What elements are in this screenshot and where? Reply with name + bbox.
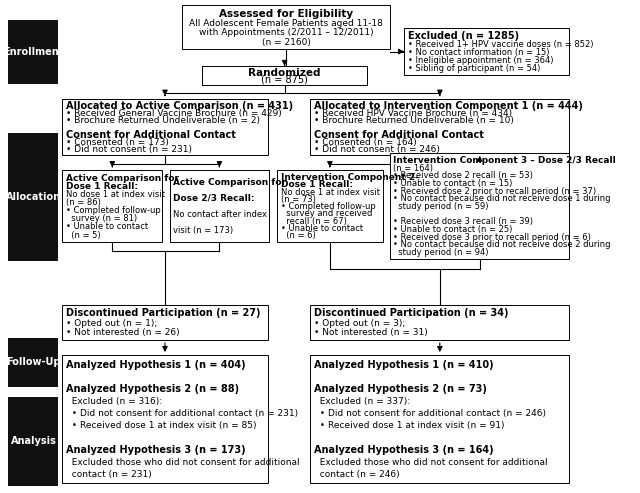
Text: survey and received: survey and received (280, 210, 372, 218)
Bar (310, 99, 570, 155)
Text: Analyzed Hypothesis 1 (n = 410): Analyzed Hypothesis 1 (n = 410) (314, 360, 493, 370)
Text: • No contact information (n = 15): • No contact information (n = 15) (408, 48, 549, 57)
Text: • Unable to contact: • Unable to contact (66, 222, 148, 231)
Bar (310, 355, 570, 483)
Text: contact (n = 246): contact (n = 246) (314, 470, 399, 479)
Text: visit (n = 173): visit (n = 173) (173, 226, 233, 236)
Text: Consent for Additional Contact: Consent for Additional Contact (66, 130, 236, 140)
Text: (n = 73): (n = 73) (280, 195, 316, 204)
Bar (8, 338, 58, 387)
Text: Analyzed Hypothesis 2 (n = 88): Analyzed Hypothesis 2 (n = 88) (66, 385, 239, 394)
Text: Excluded (n = 1285): Excluded (n = 1285) (408, 31, 519, 41)
Text: Enrollment: Enrollment (3, 47, 63, 57)
Text: • Not interested (n = 31): • Not interested (n = 31) (314, 328, 428, 337)
Text: • Received 1+ HPV vaccine doses (n = 852): • Received 1+ HPV vaccine doses (n = 852… (408, 39, 593, 49)
Text: (n = 6): (n = 6) (280, 231, 316, 240)
Text: • Did not consent (n = 246): • Did not consent (n = 246) (314, 145, 440, 154)
Text: • Received HPV Vaccine Brochure (n = 434): • Received HPV Vaccine Brochure (n = 434… (314, 109, 512, 118)
Text: No contact after index: No contact after index (173, 210, 267, 219)
Text: study period (n = 94): study period (n = 94) (394, 248, 489, 257)
Text: Excluded (n = 316):: Excluded (n = 316): (66, 397, 162, 406)
Text: Excluded those who did not consent for additional: Excluded those who did not consent for a… (66, 458, 300, 467)
Text: Excluded (n = 337):: Excluded (n = 337): (314, 397, 410, 406)
Text: • Consented (n = 173): • Consented (n = 173) (66, 138, 169, 146)
Text: Active Comparison for: Active Comparison for (66, 174, 179, 182)
Bar (8, 20, 58, 84)
Text: • No contact because did not receive dose 1 during: • No contact because did not receive dos… (394, 194, 611, 204)
Text: • Sibling of participant (n = 54): • Sibling of participant (n = 54) (408, 64, 540, 73)
Text: (n = 2160): (n = 2160) (262, 37, 310, 47)
Text: • Did not consent (n = 231): • Did not consent (n = 231) (66, 145, 192, 154)
Bar (63, 170, 162, 242)
Bar (8, 133, 58, 261)
Text: Active Comparison for: Active Comparison for (173, 177, 286, 187)
Text: • No contact because did not receive dose 2 during: • No contact because did not receive dos… (394, 241, 611, 249)
Text: • Ineligible appointment (n = 364): • Ineligible appointment (n = 364) (408, 56, 553, 65)
Text: • Did not consent for additional contact (n = 231): • Did not consent for additional contact… (66, 409, 298, 418)
Bar (63, 305, 268, 340)
Text: Dose 1 Recall:: Dose 1 Recall: (66, 182, 138, 191)
Text: Discontinued Participation (n = 34): Discontinued Participation (n = 34) (314, 309, 508, 318)
Text: Analyzed Hypothesis 3 (n = 164): Analyzed Hypothesis 3 (n = 164) (314, 445, 493, 455)
Text: • Unable to contact: • Unable to contact (280, 224, 363, 233)
Text: Discontinued Participation (n = 27): Discontinued Participation (n = 27) (66, 309, 260, 318)
Text: Analysis: Analysis (10, 436, 56, 446)
Bar (277, 170, 383, 242)
Text: • Opted out (n = 3);: • Opted out (n = 3); (314, 318, 405, 328)
Text: • Received dose 1 at index visit (n = 85): • Received dose 1 at index visit (n = 85… (66, 422, 257, 430)
Text: • Completed follow-up: • Completed follow-up (66, 206, 161, 215)
Text: • Received dose 3 recall (n = 39): • Received dose 3 recall (n = 39) (394, 217, 533, 226)
Text: Consent for Additional Contact: Consent for Additional Contact (314, 130, 484, 140)
Text: contact (n = 231): contact (n = 231) (66, 470, 152, 479)
Text: No dose 1 at index visit: No dose 1 at index visit (280, 188, 380, 197)
Text: Intervention Component 3 – Dose 2/3 Recall: Intervention Component 3 – Dose 2/3 Reca… (394, 156, 616, 165)
Text: Analyzed Hypothesis 1 (n = 404): Analyzed Hypothesis 1 (n = 404) (66, 360, 246, 370)
Text: Dose 2/3 Recall:: Dose 2/3 Recall: (173, 194, 255, 203)
Text: recall (n = 67): recall (n = 67) (280, 216, 346, 225)
Text: Analyzed Hypothesis 3 (n = 173): Analyzed Hypothesis 3 (n = 173) (66, 445, 246, 455)
Text: study period (n = 59): study period (n = 59) (394, 202, 489, 211)
Text: (n = 164): (n = 164) (394, 164, 433, 173)
Text: • Received dose 2 recall (n = 53): • Received dose 2 recall (n = 53) (394, 172, 533, 180)
Bar (63, 355, 268, 483)
Bar (8, 397, 58, 486)
Text: Dose 1 Recall:: Dose 1 Recall: (280, 180, 353, 189)
Text: • Did not consent for additional contact (n = 246): • Did not consent for additional contact… (314, 409, 546, 418)
Text: (n = 875): (n = 875) (261, 74, 308, 84)
Text: • Opted out (n = 1);: • Opted out (n = 1); (66, 318, 157, 328)
Text: • Brochure Returned Undeliverable (n = 2): • Brochure Returned Undeliverable (n = 2… (66, 116, 260, 125)
Bar (202, 66, 367, 85)
Text: Follow-Up: Follow-Up (6, 357, 61, 367)
Text: survey (n = 81): survey (n = 81) (66, 214, 137, 223)
Bar (390, 153, 570, 259)
Text: Assessed for Eligibility: Assessed for Eligibility (219, 8, 353, 19)
Text: • Completed follow-up: • Completed follow-up (280, 202, 376, 211)
Text: Allocated to Intervention Component 1 (n = 444): Allocated to Intervention Component 1 (n… (314, 101, 582, 111)
Bar (182, 5, 390, 49)
Text: • Received dose 2 prior to recall period (n = 37): • Received dose 2 prior to recall period… (394, 187, 596, 196)
Text: • Unable to contact (n = 15): • Unable to contact (n = 15) (394, 179, 513, 188)
Text: • Brochure Returned Undeliverable (n = 10): • Brochure Returned Undeliverable (n = 1… (314, 116, 513, 125)
Text: (n = 5): (n = 5) (66, 231, 100, 240)
Text: Allocated to Active Comparison (n = 431): Allocated to Active Comparison (n = 431) (66, 101, 293, 111)
Text: Allocation: Allocation (6, 192, 61, 202)
Text: • Not interested (n = 26): • Not interested (n = 26) (66, 328, 179, 337)
Text: No dose 1 at index visit: No dose 1 at index visit (66, 190, 165, 199)
Text: Intervention Component 2-: Intervention Component 2- (280, 173, 419, 182)
Text: with Appointments (2/2011 – 12/2011): with Appointments (2/2011 – 12/2011) (199, 28, 373, 37)
Bar (63, 99, 268, 155)
Text: Excluded those who did not consent for additional: Excluded those who did not consent for a… (314, 458, 547, 467)
Text: • Received dose 1 at index visit (n = 91): • Received dose 1 at index visit (n = 91… (314, 422, 504, 430)
Text: (n = 86): (n = 86) (66, 198, 100, 207)
Text: • Consented (n = 164): • Consented (n = 164) (314, 138, 417, 146)
Bar (310, 305, 570, 340)
Text: Analyzed Hypothesis 2 (n = 73): Analyzed Hypothesis 2 (n = 73) (314, 385, 486, 394)
Text: • Received General Vaccine Brochure (n = 429): • Received General Vaccine Brochure (n =… (66, 109, 282, 118)
Text: All Adolescent Female Patients aged 11-18: All Adolescent Female Patients aged 11-1… (189, 19, 383, 28)
Text: • Unable to contact (n = 25): • Unable to contact (n = 25) (394, 225, 513, 234)
Text: • Received dose 3 prior to recall period (n = 6): • Received dose 3 prior to recall period… (394, 233, 591, 242)
Bar (170, 170, 269, 242)
Bar (404, 28, 570, 75)
Text: Randomized: Randomized (248, 68, 321, 78)
